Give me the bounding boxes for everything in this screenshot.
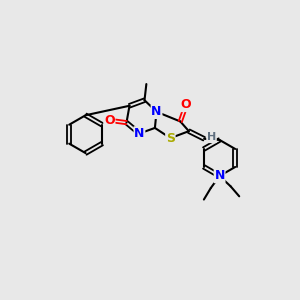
Text: S: S — [166, 132, 175, 145]
Text: N: N — [214, 169, 225, 182]
Text: N: N — [151, 105, 162, 118]
Text: O: O — [180, 98, 191, 111]
Text: H: H — [207, 132, 216, 142]
Text: N: N — [134, 127, 145, 140]
Text: O: O — [104, 114, 115, 127]
